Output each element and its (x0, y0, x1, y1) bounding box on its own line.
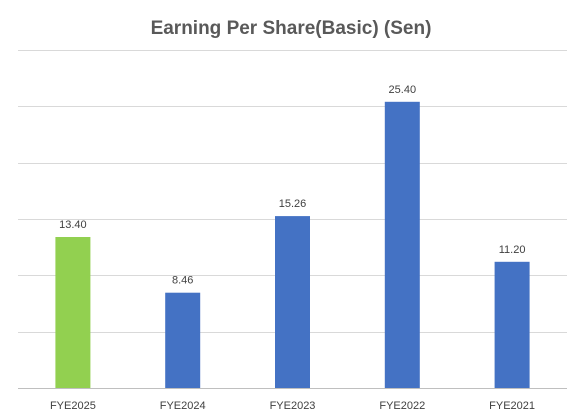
tick-label-fye2024: FYE2024 (160, 400, 206, 412)
data-label-fye2023: 15.26 (279, 198, 307, 210)
data-label-fye2021: 11.20 (499, 244, 526, 256)
tick-label-fye2025: FYE2025 (50, 400, 96, 412)
tick-label-fye2023: FYE2023 (270, 400, 316, 412)
data-label-fye2025: 13.40 (59, 219, 87, 231)
bars (55, 101, 530, 389)
bar-fye2025 (55, 237, 91, 388)
bar-fye2023 (275, 216, 310, 388)
bar-fye2024 (165, 292, 201, 388)
data-label-fye2024: 8.46 (172, 275, 193, 287)
tick-label-fye2022: FYE2022 (379, 400, 425, 412)
data-labels: 13.40 8.46 15.26 25.40 11.20 (59, 84, 525, 287)
x-tick-labels: FYE2025 FYE2024 FYE2023 FYE2022 FYE2021 (50, 400, 535, 412)
chart-title: Earning Per Share(Basic) (Sen) (151, 18, 432, 39)
bar-fye2021 (494, 261, 530, 388)
data-label-fye2022: 25.40 (389, 84, 417, 96)
tick-label-fye2021: FYE2021 (489, 400, 535, 412)
bar-fye2022 (384, 101, 420, 389)
